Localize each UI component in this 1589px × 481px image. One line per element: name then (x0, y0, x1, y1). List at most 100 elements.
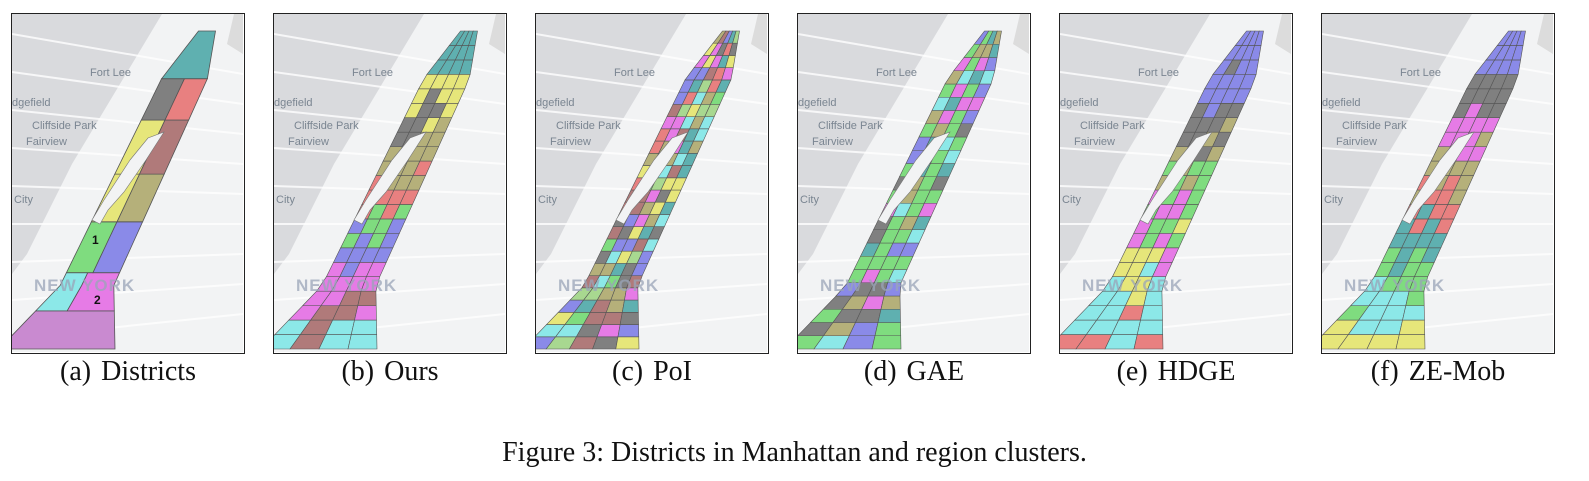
map-label-fairview: Fairview (1074, 136, 1115, 148)
subcaption-letter: (e) (1116, 356, 1148, 387)
map-hdge: Fort Lee dgefield Cliffside Park Fairview Ci… (1060, 14, 1291, 352)
map-label-city: City (538, 194, 557, 206)
region-clusters (1322, 30, 1526, 350)
subcaption-letter: (b) (341, 356, 375, 387)
districts (12, 30, 216, 350)
panel-zemob: Fort Lee dgefield Cliffside Park Fairview Ci… (1321, 13, 1555, 354)
map-label-city: City (1324, 194, 1343, 206)
region-block (1133, 334, 1164, 350)
subcaption-b: (b) Ours (260, 356, 520, 388)
subcaption-letter: (a) (60, 356, 92, 387)
region-block (1140, 305, 1163, 321)
map-label-new-york: NEW YORK (558, 276, 659, 295)
map-label-ridgefield: dgefield (536, 97, 575, 109)
subcaption-c: (c) PoI (522, 356, 782, 388)
panel-poi: Fort Lee dgefield Cliffside Park Fairview Ci… (535, 13, 769, 354)
map-label-ridgefield: dgefield (12, 97, 51, 109)
map-label-city: City (276, 194, 295, 206)
subcaption-text: GAE (906, 356, 965, 387)
map-poi: Fort Lee dgefield Cliffside Park Fairview Ci… (536, 14, 767, 352)
subcaption-text: Ours (384, 356, 439, 387)
central-park (615, 131, 689, 225)
central-park (877, 131, 951, 225)
district-number-2: 2 (94, 293, 101, 307)
central-park (91, 131, 165, 225)
map-gae: Fort Lee dgefield Cliffside Park Fairview Ci… (798, 14, 1029, 352)
panel-ours: Fort Lee dgefield Cliffside Park Fairview Ci… (273, 13, 507, 354)
subcaption-text: HDGE (1157, 356, 1236, 387)
map-districts: Fort Lee dgefield Cliffside Park Fairview Ci… (12, 14, 243, 352)
region-block (350, 319, 378, 335)
subcaption-letter: (d) (863, 356, 897, 387)
map-label-new-york: NEW YORK (1344, 276, 1445, 295)
region-block (1402, 305, 1425, 321)
map-label-city: City (14, 194, 33, 206)
map-label-cliffside-park: Cliffside Park (556, 120, 621, 132)
map-label-cliffside-park: Cliffside Park (1342, 120, 1407, 132)
map-zemob: Fort Lee dgefield Cliffside Park Fairview Ci… (1322, 14, 1553, 352)
region-block (619, 312, 639, 325)
central-park (353, 131, 427, 225)
map-label-fairview: Fairview (812, 136, 853, 148)
subcaption-letter: (c) (612, 356, 644, 387)
map-label-fort-lee: Fort Lee (352, 67, 393, 79)
region-block (1398, 319, 1426, 335)
map-label-new-york: NEW YORK (820, 276, 921, 295)
region-block (347, 334, 378, 350)
map-label-ridgefield: dgefield (1322, 97, 1361, 109)
map-label-cliffside-park: Cliffside Park (32, 120, 97, 132)
region-block (1395, 334, 1426, 350)
subcaption-text: PoI (653, 356, 692, 387)
map-label-fairview: Fairview (1336, 136, 1377, 148)
map-label-fort-lee: Fort Lee (90, 67, 131, 79)
map-label-fairview: Fairview (26, 136, 67, 148)
region-block (874, 322, 902, 337)
region-block (1254, 30, 1264, 46)
map-label-city: City (800, 194, 819, 206)
panel-gae: Fort Lee dgefield Cliffside Park Fairview Ci… (797, 13, 1031, 354)
subcaption-a: (a) Districts (0, 356, 258, 388)
figure-caption: Figure 3: Districts in Manhattan and reg… (502, 437, 1087, 468)
subcaption-text: ZE-Mob (1408, 356, 1506, 387)
map-label-fort-lee: Fort Lee (614, 67, 655, 79)
map-label-fairview: Fairview (288, 136, 329, 148)
region-block (617, 324, 640, 338)
map-label-cliffside-park: Cliffside Park (1080, 120, 1145, 132)
map-label-new-york: NEW YORK (34, 276, 135, 295)
map-label-fort-lee: Fort Lee (1138, 67, 1179, 79)
region-block (1136, 319, 1164, 335)
subcaption-e: (e) HDGE (1046, 356, 1306, 388)
panel-hdge: Fort Lee dgefield Cliffside Park Fairview Ci… (1059, 13, 1293, 354)
district-number-1: 1 (92, 233, 99, 247)
subcaption-letter: (f) (1370, 356, 1399, 387)
region-block (871, 335, 902, 350)
central-park (1401, 131, 1475, 225)
map-label-ridgefield: dgefield (798, 97, 837, 109)
panel-districts: Fort Lee dgefield Cliffside Park Fairview Ci… (11, 13, 245, 354)
region-block (468, 30, 478, 46)
subcaption-d: (d) GAE (784, 356, 1044, 388)
region-block (732, 30, 740, 44)
map-label-new-york: NEW YORK (296, 276, 397, 295)
map-label-ridgefield: dgefield (1060, 97, 1099, 109)
district-region (160, 30, 216, 80)
region-block (621, 299, 639, 313)
map-label-city: City (1062, 194, 1081, 206)
map-label-fairview: Fairview (550, 136, 591, 148)
map-label-cliffside-park: Cliffside Park (818, 120, 883, 132)
subcaption-f: (f) ZE-Mob (1308, 356, 1568, 388)
region-block (1516, 30, 1526, 46)
region-block (992, 30, 1002, 45)
region-block (880, 295, 901, 310)
map-label-fort-lee: Fort Lee (876, 67, 917, 79)
region-block (354, 305, 377, 321)
map-label-fort-lee: Fort Lee (1400, 67, 1441, 79)
region-block (877, 308, 901, 323)
map-label-cliffside-park: Cliffside Park (294, 120, 359, 132)
map-label-ridgefield: dgefield (274, 97, 313, 109)
central-park (1139, 131, 1213, 225)
region-block (592, 336, 619, 350)
region-block (615, 336, 640, 350)
map-label-new-york: NEW YORK (1082, 276, 1183, 295)
subcaption-text: Districts (101, 356, 196, 387)
